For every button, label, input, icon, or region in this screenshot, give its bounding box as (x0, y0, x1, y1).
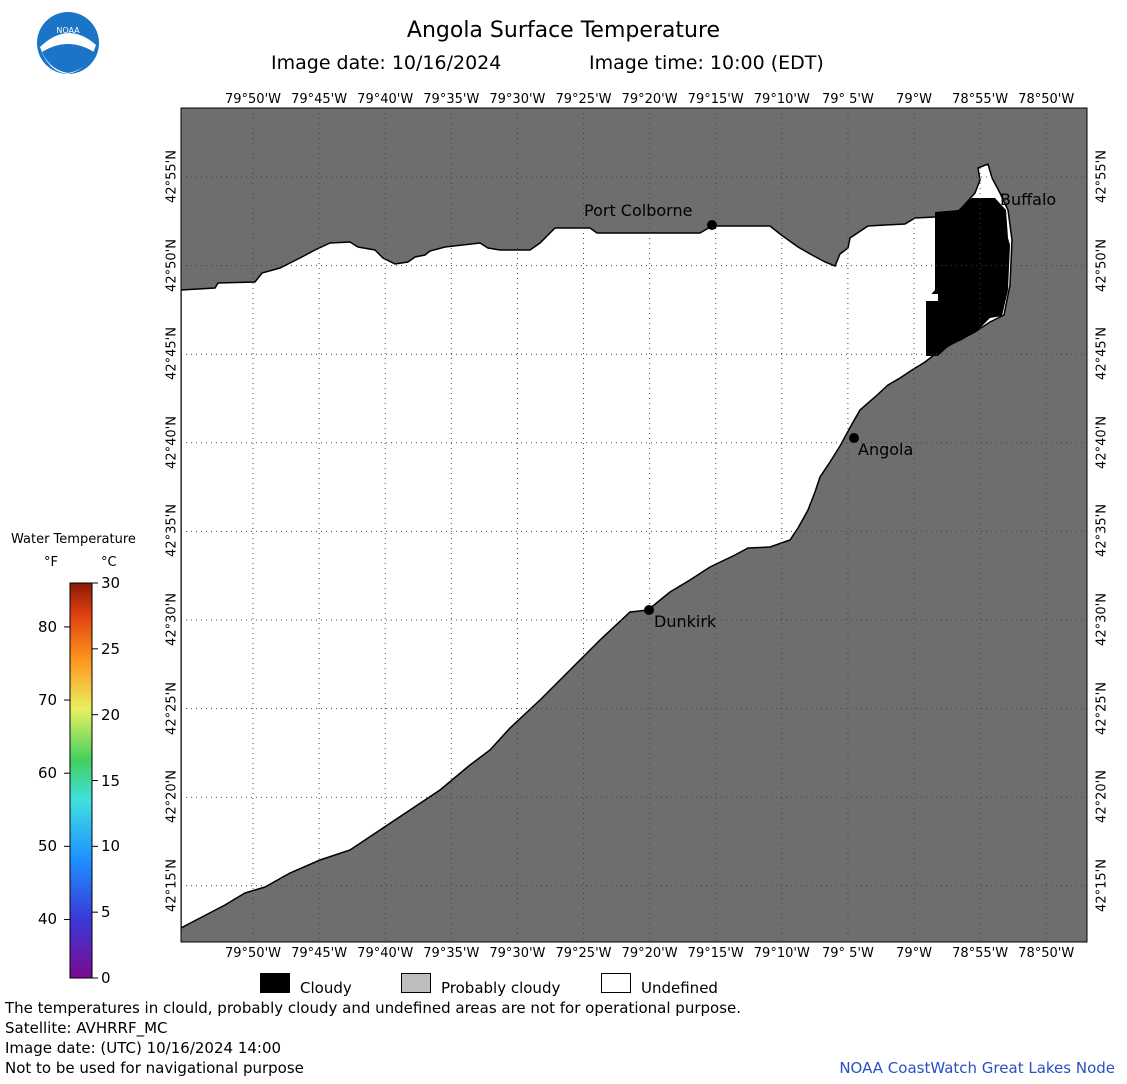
lat-tick-label: 42°30'N (1094, 593, 1110, 646)
image-date: Image date: 10/16/2024 (271, 52, 502, 74)
colorbar-f-label: 60 (38, 764, 58, 783)
lon-tick-label: 79°15'W (687, 92, 744, 107)
colorbar-f-label: 70 (38, 691, 58, 710)
lat-tick-label: 42°55'N (1094, 150, 1110, 203)
lon-tick-label: 79°15'W (687, 946, 744, 961)
key-label-cloudy: Cloudy (300, 979, 352, 997)
colorbar-f-label: 80 (38, 617, 58, 636)
lat-tick-label: 42°30'N (164, 593, 180, 646)
colorbar-c-label: 5 (101, 903, 111, 922)
lon-tick-label: 79°40'W (357, 92, 414, 107)
lake-erie-water (181, 162, 1013, 929)
label-buffalo: Buffalo (1000, 190, 1057, 209)
lon-tick-label: 78°55'W (952, 946, 1009, 961)
key-label-probably-cloudy: Probably cloudy (441, 979, 561, 997)
plot-frame (180, 107, 1088, 943)
lon-tick-label: 79°25'W (555, 92, 612, 107)
lon-tick-label: 78°55'W (952, 92, 1009, 107)
colorbar (64, 582, 98, 979)
key-swatch-cloudy (260, 973, 290, 993)
colorbar-ramp (69, 582, 93, 979)
lat-tick-label: 42°25'N (164, 681, 180, 735)
graticule (181, 108, 1087, 942)
footer-disclaimer: The temperatures in clould, probably clo… (5, 999, 742, 1017)
key-swatch-probably-cloudy (401, 973, 431, 993)
marker-port-colborne (707, 220, 717, 230)
lon-tick-label: 79°W (896, 946, 932, 961)
marker-dunkirk (644, 605, 654, 615)
lon-tick-label: 79° 5'W (821, 92, 874, 107)
lon-tick-label: 79°10'W (753, 92, 810, 107)
key-swatch-undefined (601, 973, 631, 993)
unit-celsius: °C (101, 555, 117, 570)
lon-tick-label: 79°20'W (621, 946, 678, 961)
footer-credit: NOAA CoastWatch Great Lakes Node (839, 1059, 1115, 1077)
lon-tick-label: 79°30'W (489, 946, 546, 961)
footer-utc-date: Image date: (UTC) 10/16/2024 14:00 (5, 1039, 282, 1057)
lat-tick-label: 42°55'N (164, 150, 180, 203)
lon-tick-label: 79°45'W (291, 946, 348, 961)
lat-tick-label: 42°15'N (164, 858, 180, 912)
label-port-colborne: Port Colborne (584, 201, 693, 220)
colorbar-f-label: 40 (38, 910, 58, 929)
lat-tick-label: 42°40'N (164, 415, 180, 469)
lon-tick-label: 79°10'W (753, 946, 810, 961)
lat-tick-label: 42°35'N (1094, 504, 1110, 558)
lat-tick-label: 42°45'N (164, 327, 180, 381)
key-label-undefined: Undefined (641, 979, 718, 997)
footer-satellite: Satellite: AVHRRF_MC (5, 1019, 168, 1037)
colorbar-title: Water Temperature (11, 532, 136, 547)
lon-tick-label: 79°35'W (423, 92, 480, 107)
map-title: Angola Surface Temperature (406, 18, 721, 43)
marker-buffalo (995, 209, 1005, 219)
lon-tick-label: 79°30'W (489, 92, 546, 107)
lat-tick-label: 42°50'N (164, 238, 180, 292)
colorbar-c-label: 15 (101, 771, 121, 790)
lat-tick-label: 42°25'N (1094, 681, 1110, 735)
noaa-logo-text: NOAA (56, 26, 80, 35)
image-time: Image time: 10:00 (EDT) (589, 52, 824, 74)
lon-tick-label: 79°25'W (555, 946, 612, 961)
lat-tick-label: 42°45'N (1094, 327, 1110, 381)
colorbar-c-label: 30 (101, 574, 121, 592)
label-dunkirk: Dunkirk (654, 612, 717, 631)
lat-tick-label: 42°20'N (164, 770, 180, 824)
lon-tick-label: 79°45'W (291, 92, 348, 107)
place-markers (644, 209, 1005, 615)
lat-tick-label: 42°35'N (164, 504, 180, 558)
marker-angola (849, 433, 859, 443)
unit-fahrenheit: °F (44, 555, 58, 570)
colorbar-c-label: 10 (101, 837, 121, 856)
lon-tick-label: 79°50'W (224, 946, 281, 961)
noaa-logo: NOAA (37, 12, 99, 74)
lon-tick-label: 79°W (896, 92, 932, 107)
lon-tick-label: 79°40'W (357, 946, 414, 961)
lon-tick-label: 79°50'W (224, 92, 281, 107)
lon-tick-label: 79°35'W (423, 946, 480, 961)
lat-tick-label: 42°20'N (1094, 770, 1110, 824)
plot-area (181, 108, 1087, 942)
lon-tick-label: 78°50'W (1018, 946, 1075, 961)
lat-tick-label: 42°15'N (1094, 858, 1110, 912)
lon-tick-label: 79°20'W (621, 92, 678, 107)
cloudy-region (926, 198, 1010, 356)
label-angola: Angola (858, 440, 914, 459)
colorbar-c-label: 25 (101, 639, 121, 658)
lat-tick-label: 42°50'N (1094, 238, 1110, 292)
lat-tick-label: 42°40'N (1094, 415, 1110, 469)
colorbar-f-label: 50 (38, 837, 58, 856)
lon-tick-label: 79° 5'W (821, 946, 874, 961)
colorbar-c-label: 0 (101, 969, 111, 987)
footer-navigation: Not to be used for navigational purpose (5, 1059, 304, 1077)
colorbar-c-label: 20 (101, 705, 121, 724)
lon-tick-label: 78°50'W (1018, 92, 1075, 107)
